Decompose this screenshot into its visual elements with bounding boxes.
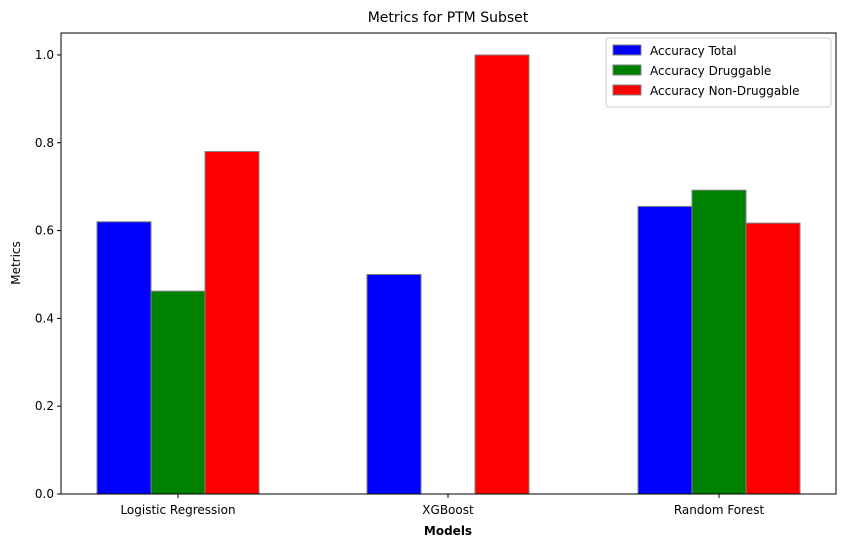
bar-accuracy-druggable-2 [691, 189, 747, 495]
x-tick-label: XGBoost [422, 503, 474, 517]
y-tick-label: 0.2 [35, 399, 54, 413]
y-tick-label: 0.8 [35, 136, 54, 150]
legend-swatch [612, 64, 642, 76]
bar-accuracy-total-0 [96, 221, 152, 495]
y-tick-label: 0.4 [35, 311, 54, 325]
legend-label: Accuracy Druggable [650, 64, 771, 78]
bar-accuracy-non-druggable-0 [204, 151, 260, 495]
x-tick-label: Logistic Regression [120, 503, 235, 517]
y-tick-label: 0.6 [35, 224, 54, 238]
y-tick-label: 0.0 [35, 487, 54, 501]
bar-accuracy-non-druggable-1 [474, 54, 530, 495]
y-axis: 0.0 0.2 0.4 0.6 0.8 1.0 [35, 48, 61, 501]
legend-swatch [612, 84, 642, 96]
legend-frame [605, 37, 832, 108]
legend: Accuracy Total Accuracy Druggable Accuracy… [605, 37, 832, 108]
legend-swatch [612, 44, 642, 56]
chart-title: Metrics for PTM Subset [368, 10, 529, 26]
x-tick-label: Random Forest [674, 503, 765, 517]
legend-label: Accuracy Total [650, 44, 737, 58]
y-axis-label: Metrics [9, 241, 23, 285]
x-axis-label: Models [424, 524, 472, 538]
legend-label: Accuracy Non-Druggable [650, 84, 800, 98]
bar-accuracy-druggable-0 [150, 290, 206, 495]
x-axis: Logistic Regression XGBoost Random Forest [120, 494, 764, 517]
bar-accuracy-total-2 [637, 205, 693, 495]
y-tick-label: 1.0 [35, 48, 54, 62]
bars-group [96, 54, 801, 495]
bar-accuracy-total-1 [366, 273, 422, 495]
bar-accuracy-non-druggable-2 [745, 222, 801, 495]
